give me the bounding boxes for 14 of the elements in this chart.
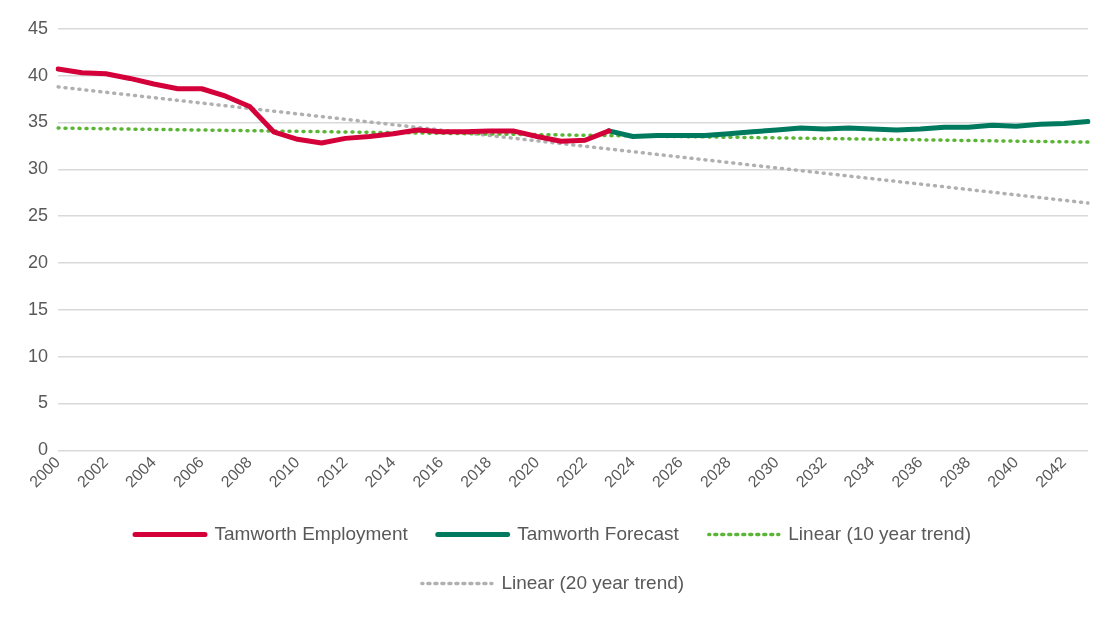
legend-label: Linear (10 year trend) <box>788 522 971 544</box>
y-tick-label: 35 <box>27 111 49 132</box>
legend-label: Tamworth Forecast <box>517 522 680 544</box>
y-tick-label: 45 <box>27 17 49 38</box>
y-tick-label: 25 <box>27 205 49 226</box>
y-tick-label: 30 <box>27 158 49 179</box>
y-tick-label: 10 <box>27 345 49 366</box>
legend-label: Tamworth Employment <box>214 522 409 544</box>
legend-label: Linear (20 year trend) <box>501 571 685 593</box>
y-tick-label: 15 <box>27 298 49 319</box>
y-tick-label: 0 <box>38 439 49 460</box>
y-tick-label: 20 <box>27 251 49 272</box>
y-tick-label: 40 <box>27 64 49 85</box>
y-tick-label: 5 <box>38 392 49 413</box>
